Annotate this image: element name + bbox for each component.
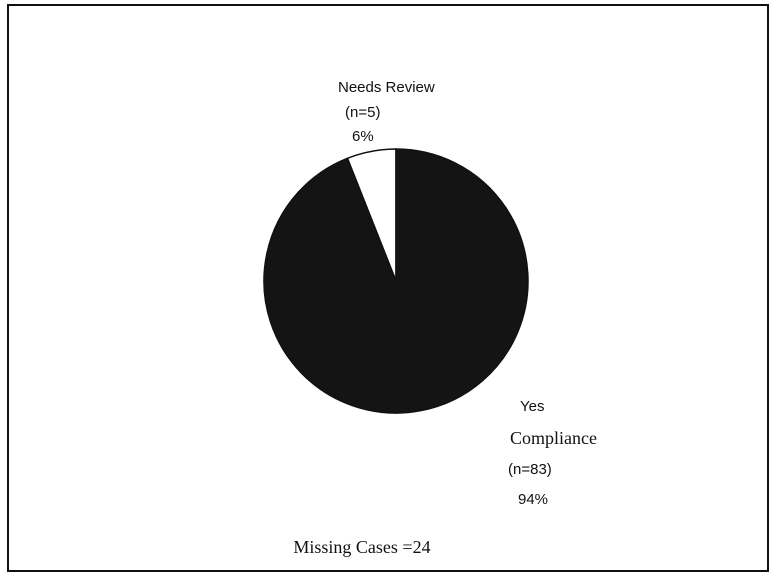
pie-slice bbox=[263, 148, 529, 414]
slice-label: Compliance bbox=[510, 428, 597, 448]
value-label: 6% bbox=[352, 128, 374, 145]
value-label: 94% bbox=[518, 491, 548, 508]
note: Missing Cases =24 bbox=[293, 537, 430, 557]
count-label: (n=5) bbox=[345, 104, 380, 121]
slice-label: Yes bbox=[520, 398, 544, 415]
slice-label: Needs Review bbox=[338, 79, 435, 96]
count-label: (n=83) bbox=[508, 461, 552, 478]
